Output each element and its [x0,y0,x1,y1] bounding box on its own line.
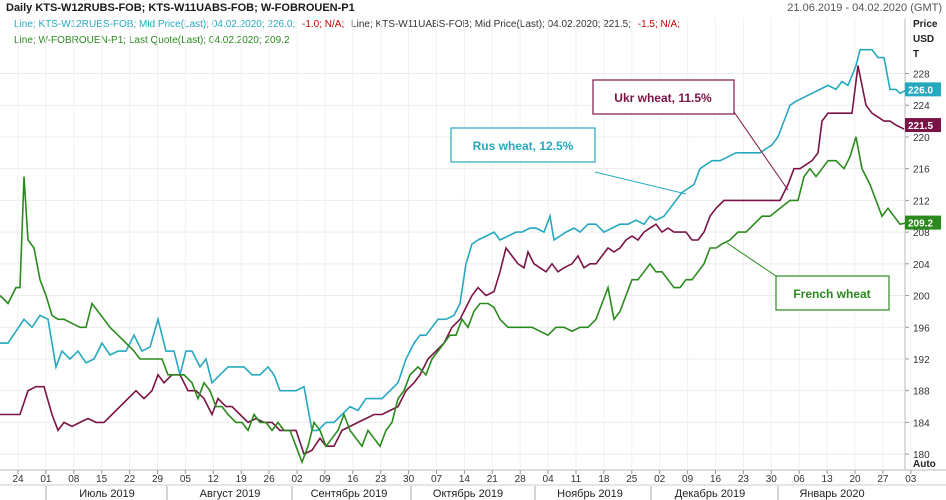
series-rus-wheat-line [0,48,909,432]
legend-line-1: Line; KTS-W12RUBS-FOB; Mid Price(Last); … [14,19,680,30]
y-axis: 180 184 188 192 196 200 204 208 212 216 220 224 228 [905,70,930,461]
month-label: Август 2019 [200,488,261,500]
tag-value: 221.5 [908,121,933,132]
x-tick-label: 25 [626,474,638,485]
x-tick-label: 05 [180,474,192,485]
annotation-ukr-box [592,79,735,115]
x-tick-label: 28 [515,474,527,485]
x-tick-label: 29 [152,474,164,485]
x-tick-label: 30 [403,474,415,485]
chart-title: Daily KTS-W12RUBS-FOB; KTS-W11UABS-FOB; … [6,2,355,14]
tag-background [905,118,941,133]
y-tick-label: 192 [913,355,930,366]
x-tick-label: 07 [431,474,443,485]
y-tick-label: 208 [913,228,930,239]
y-tick-label: 188 [913,387,930,398]
annotation-french-leader [726,242,777,277]
x-tick-label: 15 [96,474,108,485]
x-tick-label: 13 [822,474,834,485]
date-range: 21.06.2019 - 04.02.2020 (GMT) [787,2,942,14]
tag-background [905,82,941,97]
x-tick-label: 24 [12,474,24,485]
annotation-rus-leader [594,171,687,195]
x-tick-label: 19 [236,474,248,485]
month-label: Декабрь 2019 [675,488,745,500]
month-label: Ноябрь 2019 [557,488,623,500]
month-label: Сентябрь 2019 [311,488,388,500]
x-tick-label: 23 [375,474,387,485]
annotation-ukr-label: Ukr wheat, 11.5% [614,91,712,105]
unit-label: T [913,49,919,60]
y-tick-label: 196 [913,323,930,334]
annotation-french: French wheat [726,242,890,311]
annotation-rus-box [450,127,596,163]
y-tick-label: 212 [913,196,930,207]
x-tick-label: 02 [654,474,666,485]
legend-ukr-text: Line; KTS-W11UABS-FOB; Mid Price(Last); … [351,19,631,30]
x-tick-label: 02 [291,474,303,485]
x-tick-label: 08 [68,474,80,485]
y-tick-label: 180 [913,450,930,461]
x-tick-label: 09 [682,474,694,485]
y-tick-label: 228 [913,70,930,81]
annotation-rus: Rus wheat, 12.5% [450,127,687,195]
x-tick-label: 11 [571,474,582,485]
x-tick-label: 06 [794,474,806,485]
x-tick-label: 22 [124,474,136,485]
x-tick-label: 04 [543,474,555,485]
x-tick-label: 03 [905,474,917,485]
x-tick-label: 20 [849,474,861,485]
legend-rus-change: -1.0; N/A; [302,19,344,30]
x-tick-label: 26 [264,474,276,485]
series-ukr-wheat-line [0,65,905,456]
tag-background [905,215,941,230]
x-tick-label: 21 [487,474,499,485]
x-tick-label: 16 [710,474,722,485]
legend-rus-text: Line; KTS-W12RUBS-FOB; Mid Price(Last); … [14,19,295,30]
y-tick-label: 216 [913,165,930,176]
x-tick-label: 09 [319,474,331,485]
grid [0,18,912,470]
legend-fra-text: Line; W-FOBROUEN-P1; Last Quote(Last); 0… [14,35,290,46]
y-tick-label: 200 [913,292,930,303]
x-tick-label: 12 [208,474,220,485]
y-tick-label: 204 [913,260,930,271]
annotation-rus-label: Rus wheat, 12.5% [473,139,574,153]
month-label: Июль 2019 [79,488,135,500]
tag-value: 209.2 [908,219,933,230]
rus-last-value-tag: 226.0 [905,82,941,97]
auto-scale-label[interactable]: Auto [913,459,936,470]
last-value-tags: 226.0 221.5 209.2 [905,82,941,230]
annotation-french-box [775,275,890,311]
annotation-ukr: Ukr wheat, 11.5% [592,79,789,191]
x-tick-label: 23 [738,474,750,485]
x-tick-label: 01 [40,474,52,485]
fra-last-value-tag: 209.2 [905,215,941,230]
legend-ukr-change: -1.5; N/A; [638,19,680,30]
x-tick-label: 18 [598,474,610,485]
ukr-last-value-tag: 221.5 [905,118,941,133]
annotation-ukr-leader [733,111,789,191]
month-axis: Июль 2019 Август 2019 Сентябрь 2019 Октябрь… [45,486,865,500]
y-tick-label: 220 [913,133,930,144]
x-axis: 24 01 08 15 22 29 05 12 19 26 02 09 16 23 30 07 14 21 28 04… [12,470,917,485]
x-tick-label: 14 [459,474,471,485]
annotation-french-label: French wheat [793,287,870,301]
tag-value: 226.0 [908,85,933,96]
currency-label: USD [913,34,934,45]
month-label: Январь 2020 [799,488,864,500]
x-tick-label: 27 [877,474,889,485]
series-french-wheat-line [0,136,909,465]
price-label: Price [913,19,938,30]
month-label: Октябрь 2019 [433,488,503,500]
y-tick-label: 224 [913,101,930,112]
x-tick-label: 30 [766,474,778,485]
y-tick-label: 184 [913,418,930,429]
x-tick-label: 16 [347,474,359,485]
